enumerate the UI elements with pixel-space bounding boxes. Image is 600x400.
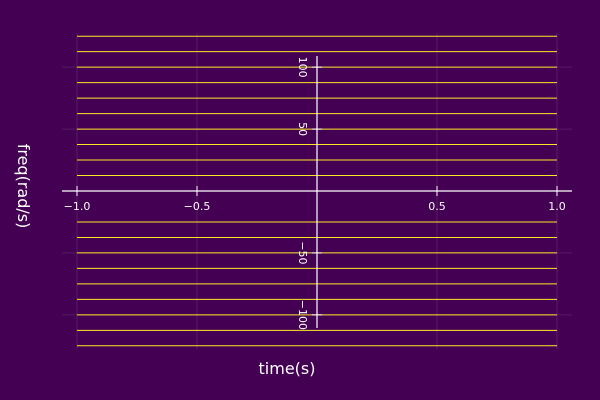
x-tick-label: −0.5 bbox=[184, 200, 211, 213]
x-tick-label: 1.0 bbox=[548, 200, 566, 213]
tick-labels: −1.0 −0.5 0.5 1.0 100 50 −50 −100 bbox=[64, 57, 566, 330]
y-tick-label: 100 bbox=[296, 57, 309, 78]
axes bbox=[62, 56, 572, 328]
x-tick-label: 0.5 bbox=[428, 200, 446, 213]
y-tick-label: −100 bbox=[296, 300, 309, 330]
y-axis-label: freq(rad/s) bbox=[14, 144, 33, 229]
y-tick-label: 50 bbox=[296, 122, 309, 136]
x-tick-label: −1.0 bbox=[64, 200, 91, 213]
y-tick-label: −50 bbox=[296, 241, 309, 264]
x-axis-label: time(s) bbox=[259, 359, 316, 378]
